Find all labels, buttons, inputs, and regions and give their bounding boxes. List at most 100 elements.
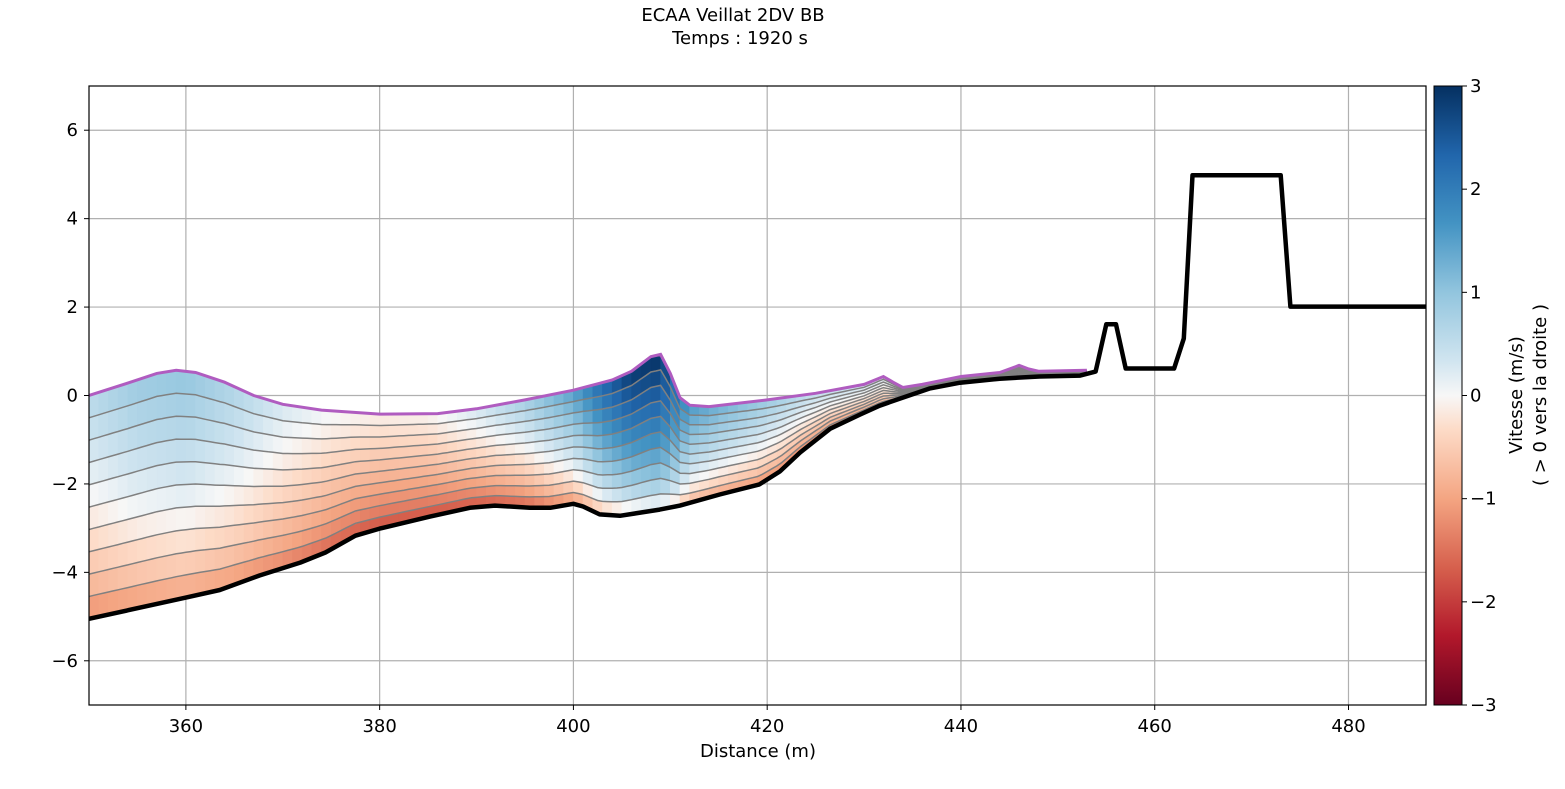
- velocity-cell: [388, 457, 400, 471]
- x-tick-label: 420: [750, 716, 784, 737]
- velocity-cell: [166, 415, 177, 442]
- velocity-cell: [89, 571, 99, 597]
- chart-title: ECAA Veillat 2DV BB: [641, 5, 824, 26]
- velocity-cell: [272, 435, 284, 454]
- velocity-cell: [650, 416, 661, 435]
- velocity-cell: [369, 459, 381, 473]
- velocity-cell: [330, 450, 342, 467]
- velocity-cell: [89, 526, 99, 553]
- velocity-cell: [127, 402, 138, 430]
- velocity-cell: [282, 453, 293, 471]
- velocity-cell: [253, 485, 264, 506]
- velocity-cell: [205, 527, 216, 551]
- velocity-cell: [689, 433, 700, 445]
- velocity-cell: [369, 448, 381, 461]
- velocity-cell: [573, 434, 584, 448]
- velocity-cell: [156, 394, 167, 420]
- velocity-cell: [146, 395, 158, 423]
- velocity-cell: [214, 442, 225, 465]
- velocity-cell: [224, 443, 235, 467]
- velocity-cell: [592, 435, 603, 449]
- velocity-cell: [234, 485, 245, 506]
- velocity-cell: [330, 424, 342, 439]
- velocity-cell: [185, 505, 196, 531]
- velocity-cell: [175, 484, 187, 509]
- x-tick-label: 480: [1331, 716, 1365, 737]
- velocity-cell: [505, 453, 516, 466]
- bed-profile-line: [89, 173, 1426, 621]
- velocity-cell: [205, 397, 216, 422]
- velocity-cell: [495, 475, 506, 487]
- velocity-cell: [592, 421, 603, 436]
- velocity-cell: [592, 460, 603, 476]
- y-tick-label: −6: [51, 651, 78, 672]
- velocity-cell: [234, 523, 245, 546]
- velocity-cell: [602, 487, 613, 503]
- velocity-cell: [292, 437, 303, 454]
- velocity-cell: [98, 546, 109, 573]
- x-tick-label: 360: [169, 716, 203, 737]
- velocity-cell: [263, 536, 274, 558]
- velocity-cell: [243, 466, 254, 487]
- velocity-cell: [146, 442, 158, 469]
- velocity-cell: [359, 424, 371, 438]
- velocity-cell: [166, 507, 177, 534]
- x-tick-label: 380: [362, 716, 396, 737]
- velocity-cell: [117, 405, 129, 432]
- velocity-cell: [650, 431, 661, 450]
- velocity-cell: [98, 501, 109, 528]
- velocity-cell: [495, 454, 506, 466]
- velocity-cell: [282, 501, 293, 520]
- velocity-cell: [137, 559, 148, 586]
- velocity-cell: [476, 486, 487, 498]
- velocity-cell: [166, 553, 177, 580]
- velocity-cell: [166, 438, 177, 465]
- velocity-cell: [185, 416, 196, 440]
- velocity-cell: [369, 436, 381, 450]
- velocity-cell: [89, 436, 99, 463]
- velocity-cell: [292, 484, 303, 502]
- velocity-cell: [108, 453, 119, 480]
- velocity-cell: [611, 459, 623, 476]
- velocity-cell: [253, 503, 264, 524]
- velocity-cell: [137, 490, 148, 518]
- velocity-cell: [650, 462, 661, 481]
- colorbar-tick-label: −3: [1470, 695, 1497, 716]
- velocity-cell: [282, 436, 293, 454]
- velocity-cell: [185, 528, 196, 553]
- velocity-cell: [137, 445, 148, 472]
- y-tick-label: 4: [67, 209, 78, 230]
- velocity-cell: [379, 424, 390, 438]
- velocity-cell: [359, 472, 371, 486]
- velocity-cell: [379, 413, 390, 426]
- velocity-cell: [263, 450, 274, 470]
- velocity-cell: [117, 564, 129, 591]
- velocity-cell: [359, 460, 371, 474]
- velocity-cell: [234, 445, 245, 468]
- velocity-cell: [263, 468, 274, 487]
- velocity-cell: [205, 548, 216, 572]
- velocity-cell: [185, 371, 196, 396]
- velocity-cell: [301, 482, 313, 501]
- velocity-cell: [166, 530, 177, 557]
- velocity-cell: [592, 447, 603, 463]
- chart-subtitle: Temps : 1920 s: [671, 28, 808, 49]
- velocity-cell: [408, 434, 419, 447]
- velocity-cell: [146, 534, 158, 561]
- velocity-cell: [330, 410, 342, 426]
- velocity-cell: [650, 447, 661, 465]
- velocity-cell: [98, 479, 109, 505]
- velocity-cell: [379, 436, 390, 449]
- velocity-cell: [98, 433, 109, 461]
- velocity-cell: [582, 434, 594, 449]
- velocity-cell: [650, 400, 661, 419]
- velocity-cell: [514, 431, 526, 445]
- velocity-cell: [214, 463, 225, 486]
- velocity-cell: [427, 443, 439, 456]
- velocity-cell: [534, 440, 545, 454]
- velocity-cell: [175, 506, 187, 532]
- velocity-cell: [214, 399, 225, 424]
- velocity-cell: [263, 485, 274, 505]
- velocity-cell: [524, 463, 536, 476]
